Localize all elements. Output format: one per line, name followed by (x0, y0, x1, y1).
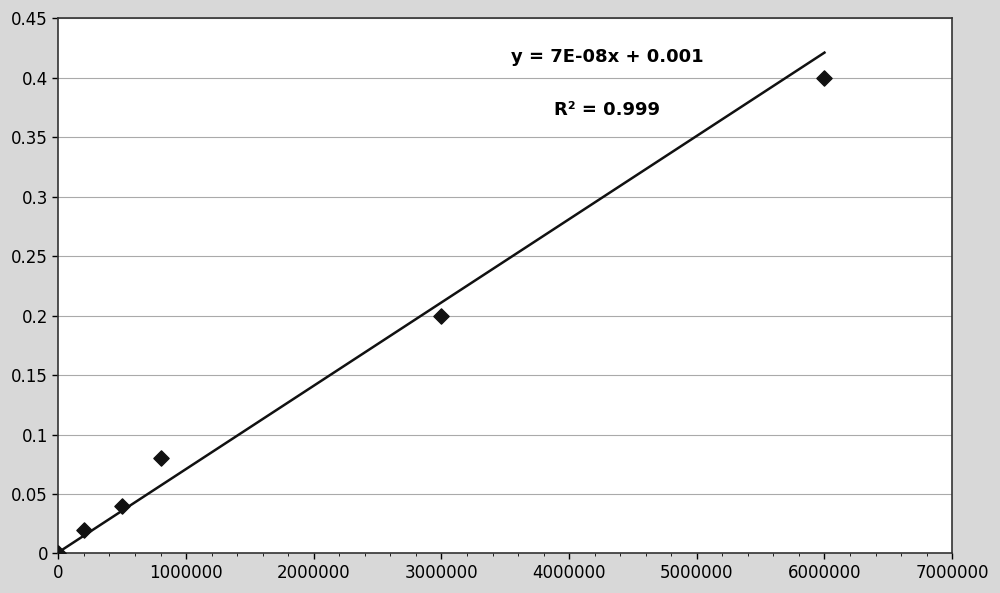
Point (816, 73, 832, 82)
Text: R² = 0.999: R² = 0.999 (554, 101, 660, 119)
Point (114, 501, 130, 511)
Point (153, 454, 169, 463)
Point (50, 549, 66, 558)
Text: y = 7E-08x + 0.001: y = 7E-08x + 0.001 (511, 47, 704, 66)
Point (433, 311, 449, 320)
Point (76, 525, 92, 534)
